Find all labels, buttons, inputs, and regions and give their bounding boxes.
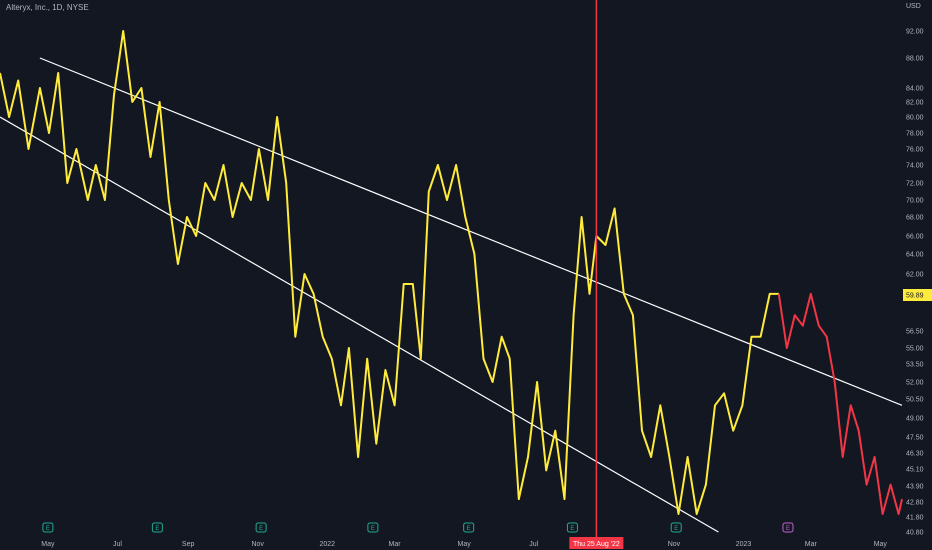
crosshair-date-box: [569, 537, 624, 549]
y-tick-label: 64.00: [906, 252, 924, 259]
earnings-marker: [566, 522, 578, 533]
y-tick-label: 43.90: [906, 484, 924, 491]
earnings-marker-label: E: [674, 526, 678, 532]
y-tick-label: 55.00: [906, 346, 924, 353]
currency-label: USD: [906, 3, 921, 10]
earnings-marker-label: E: [371, 526, 375, 532]
earnings-marker-label: E: [786, 526, 790, 532]
y-tick-label: 82.00: [906, 100, 924, 107]
x-tick-label: May: [457, 541, 471, 548]
x-tick-label: Nov: [668, 541, 681, 548]
earnings-marker-label: E: [467, 526, 471, 532]
last-price-label: 59.89: [906, 293, 924, 300]
earnings-marker: [255, 522, 267, 533]
earnings-marker-label: E: [46, 526, 50, 532]
x-tick-label: 2022: [319, 541, 335, 548]
last-price-box: [903, 289, 932, 301]
earnings-marker-label: E: [155, 526, 159, 532]
x-tick-label: Mar: [389, 541, 402, 548]
y-tick-label: 72.00: [906, 181, 924, 188]
y-tick-label: 92.00: [906, 29, 924, 36]
y-tick-label: 74.00: [906, 163, 924, 170]
y-tick-label: 88.00: [906, 56, 924, 63]
x-tick-label: Mar: [805, 541, 818, 548]
y-tick-label: 66.00: [906, 234, 924, 241]
earnings-marker-label: E: [570, 526, 574, 532]
y-tick-label: 70.00: [906, 198, 924, 205]
y-tick-label: 40.80: [906, 530, 924, 537]
y-tick-label: 84.00: [906, 86, 924, 93]
crosshair-date-label: Thu 25 Aug '22: [573, 541, 620, 548]
x-tick-label: May: [41, 541, 55, 548]
earnings-marker: [670, 522, 682, 533]
y-tick-label: 49.00: [906, 416, 924, 423]
earnings-marker: [463, 522, 475, 533]
y-tick-label: 80.00: [906, 115, 924, 122]
x-tick-label: Jul: [529, 541, 538, 548]
x-tick-label: Sep: [182, 541, 195, 548]
y-tick-label: 50.50: [906, 397, 924, 404]
y-tick-label: 68.00: [906, 215, 924, 222]
x-tick-label: Nov: [251, 541, 264, 548]
y-tick-label: 52.00: [906, 380, 924, 387]
y-tick-label: 56.50: [906, 329, 924, 336]
earnings-marker-label: E: [259, 526, 263, 532]
earnings-marker: [42, 522, 54, 533]
y-tick-label: 46.30: [906, 451, 924, 458]
x-tick-label: May: [874, 541, 888, 548]
earnings-marker: [367, 522, 379, 533]
price-series-line: [777, 292, 903, 515]
earnings-marker: [151, 522, 163, 533]
trendline: [0, 116, 719, 533]
y-tick-label: 42.80: [906, 500, 924, 507]
x-tick-label: 2023: [736, 541, 752, 548]
y-tick-label: 78.00: [906, 131, 924, 138]
y-tick-label: 45.10: [906, 467, 924, 474]
symbol-title: Alteryx, Inc., 1D, NYSE: [6, 3, 89, 12]
earnings-marker: [782, 522, 794, 533]
trendline: [39, 57, 903, 406]
y-tick-label: 41.80: [906, 515, 924, 522]
y-tick-label: 47.50: [906, 435, 924, 442]
y-tick-label: 76.00: [906, 147, 924, 154]
price-series-line: [0, 30, 779, 515]
x-tick-label: Jul: [113, 541, 122, 548]
y-tick-label: 53.50: [906, 362, 924, 369]
y-tick-label: 62.00: [906, 272, 924, 279]
